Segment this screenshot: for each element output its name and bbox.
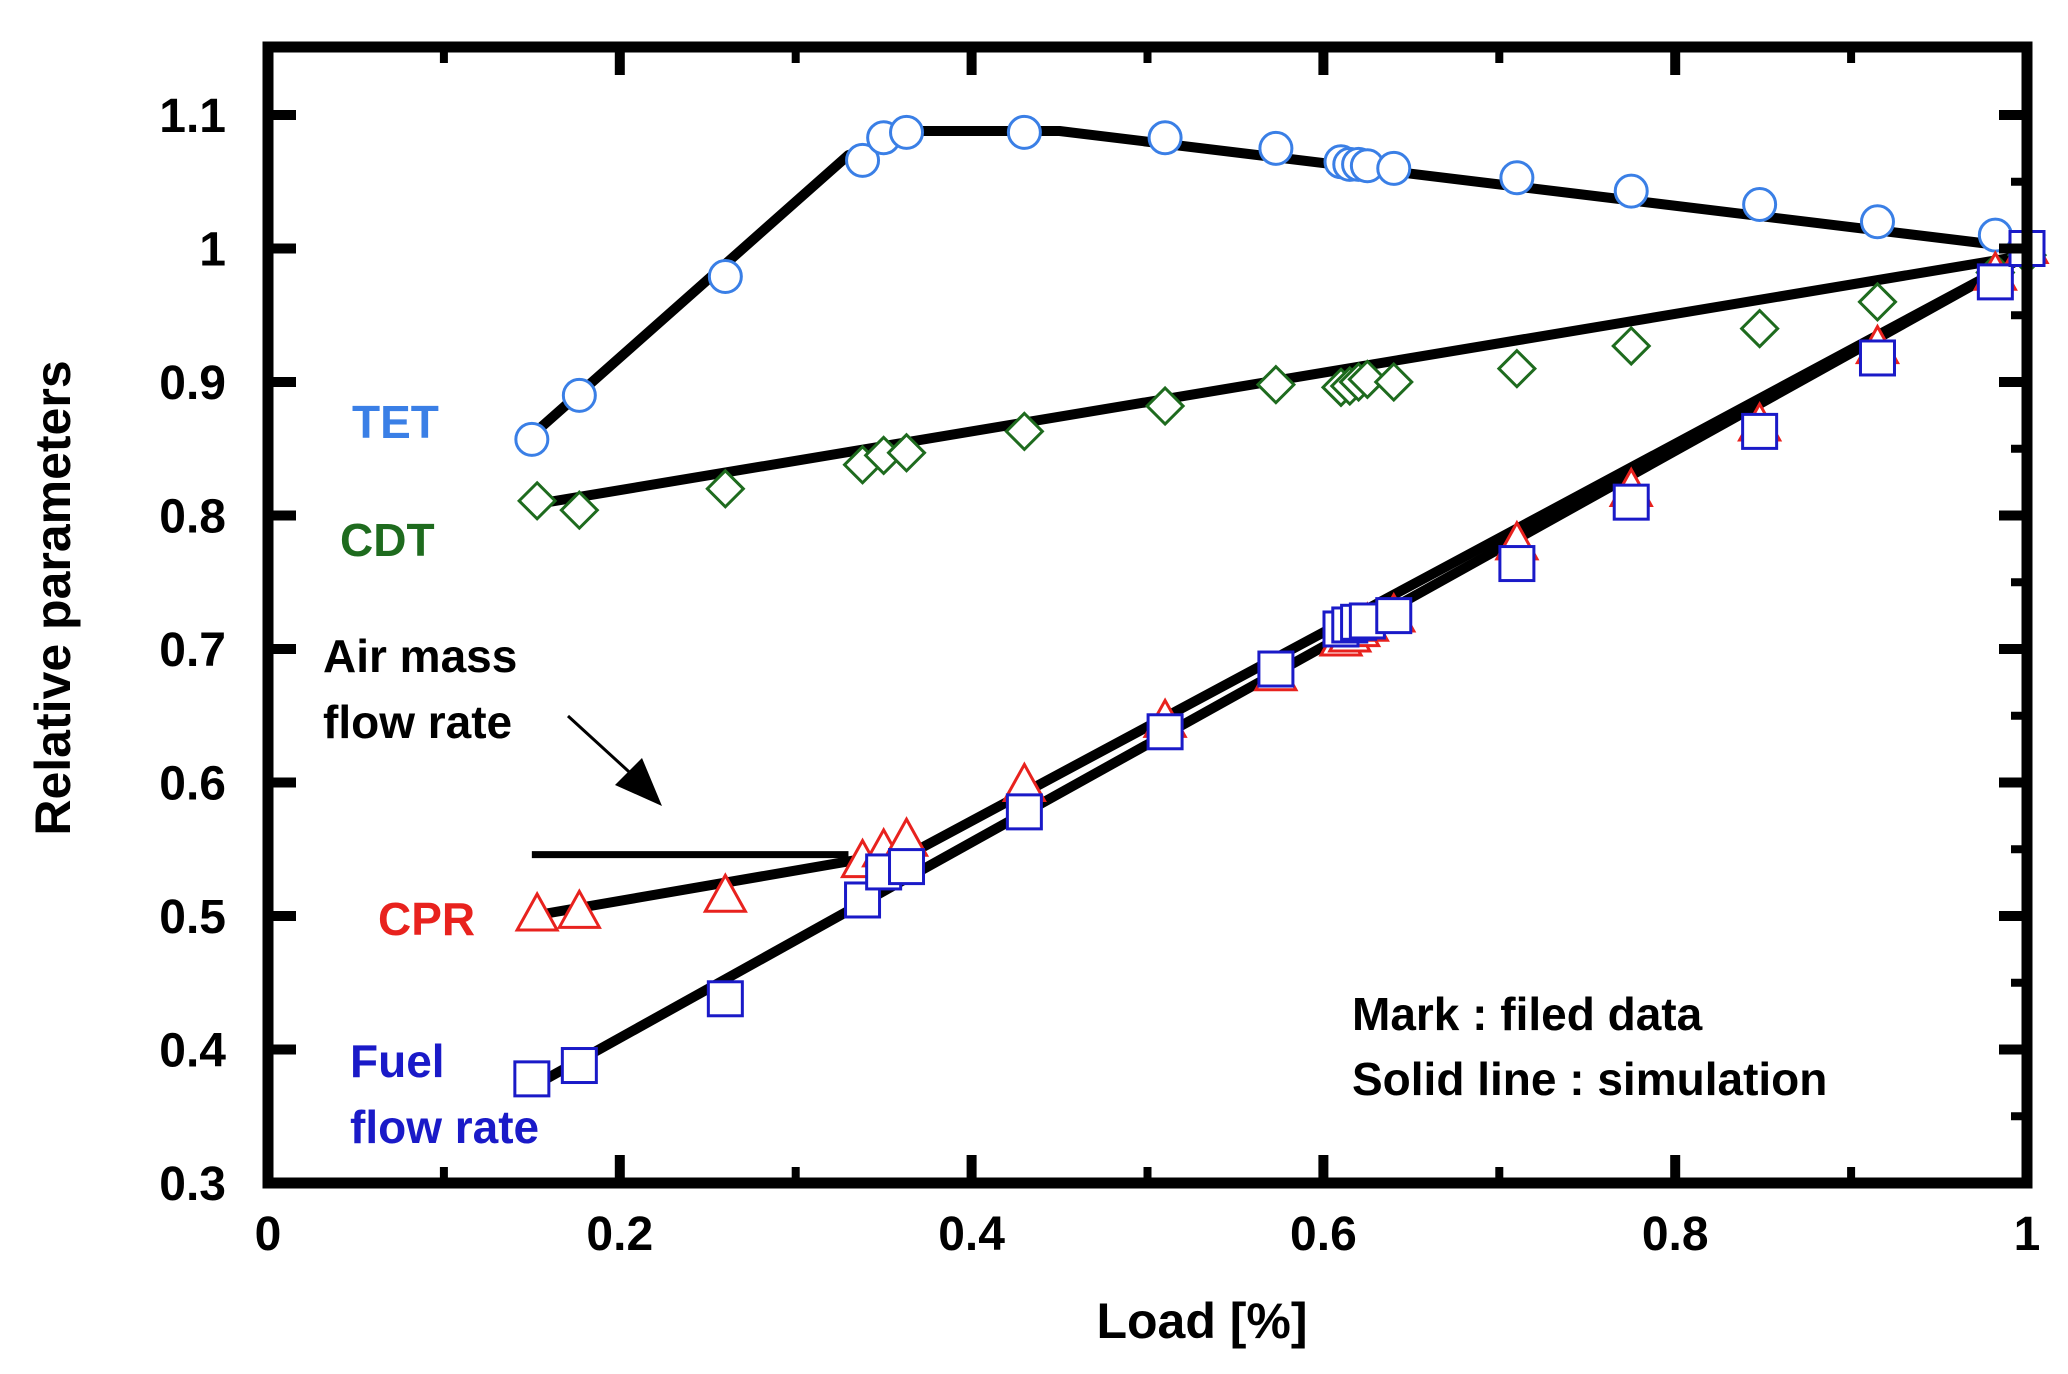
cdt-marker xyxy=(1373,361,1414,403)
fuel-flow-rate-marker xyxy=(1005,793,1043,831)
cpr-marker xyxy=(514,890,560,932)
fuel-flow-rate-marker xyxy=(1976,263,2014,301)
air-mass-flow-arrow xyxy=(566,714,662,806)
tet-marker xyxy=(514,421,550,457)
y-axis-title: Relative parameters xyxy=(25,360,81,835)
cdt-marker xyxy=(1857,281,1898,323)
cdt-label: CDT xyxy=(340,514,435,566)
legend-note-line1: Mark : filed data xyxy=(1352,988,1703,1040)
cdt-marker xyxy=(1611,325,1652,367)
simulation-lines xyxy=(528,126,2030,1092)
tet-marker xyxy=(561,377,597,413)
cdt-marker xyxy=(1004,411,1045,452)
tet-marker xyxy=(845,142,881,178)
y-tick-label: 0.9 xyxy=(159,357,226,410)
x-axis-title: Load [%] xyxy=(1096,1293,1307,1349)
x-tick-label: 0.8 xyxy=(1642,1208,1709,1261)
fuel-flow-rate-marker xyxy=(1146,713,1184,751)
fuel-flow-label-line2: flow rate xyxy=(350,1101,539,1153)
cdt-marker xyxy=(886,432,927,473)
cdt-marker xyxy=(517,480,558,521)
y-tick-label: 0.3 xyxy=(159,1158,226,1211)
cdt-marker xyxy=(559,490,600,531)
air-mass-flow-label-line1: Air mass xyxy=(323,630,517,682)
x-tick-label: 0.2 xyxy=(586,1208,653,1261)
cdt-marker xyxy=(1496,348,1538,389)
cpr-marker xyxy=(702,872,748,913)
y-tick-label: 0.8 xyxy=(159,491,226,544)
tet-marker xyxy=(707,259,743,295)
tet-marker xyxy=(1742,186,1778,222)
x-tick-label: 0 xyxy=(255,1208,282,1261)
fuel-flow-label-line1: Fuel xyxy=(350,1035,445,1087)
y-tick-label: 0.6 xyxy=(159,758,226,811)
tet-label: TET xyxy=(352,396,439,448)
fuel-flow-rate-marker xyxy=(1858,339,1896,377)
cdt-marker xyxy=(1144,385,1186,427)
fuel-flow-rate-marker xyxy=(1612,483,1650,521)
tet-marker xyxy=(1499,160,1535,196)
fuel-flow-rate-marker xyxy=(888,848,926,886)
axis-tick-labels: 0.3 0.4 0.5 0.6 0.7 0.8 0.9 1 1.1 0 0.2 0.4 0.6 0.8 1 xyxy=(159,90,2040,1261)
tet-marker xyxy=(1859,204,1895,240)
field-data-markers xyxy=(513,114,2050,1098)
cpr-marker xyxy=(556,888,602,929)
y-tick-label: 0.7 xyxy=(159,624,226,677)
axis-ticks xyxy=(263,47,2032,1188)
fuel-flow-rate-marker xyxy=(1498,545,1536,583)
air-mass-flow-label-line2: flow rate xyxy=(323,696,512,748)
cdt-marker xyxy=(1347,359,1388,400)
fuel-flow-rate-marker xyxy=(1375,597,1413,635)
fuel-flow-rate-marker xyxy=(1257,650,1295,688)
y-tick-label: 1 xyxy=(199,224,226,277)
tet-marker xyxy=(1376,150,1412,186)
x-tick-label: 0.6 xyxy=(1290,1208,1357,1261)
tet-marker xyxy=(1613,173,1649,209)
cdt-marker xyxy=(1739,308,1780,349)
y-tick-label: 0.4 xyxy=(159,1025,226,1078)
cpr-label: CPR xyxy=(378,893,475,945)
fuel-flow-rate-marker xyxy=(560,1047,598,1085)
y-tick-label: 0.5 xyxy=(159,891,226,944)
sim-line-cpr xyxy=(531,250,2030,921)
cdt-marker xyxy=(1255,364,1297,405)
legend-note-line2: Solid line : simulation xyxy=(1352,1053,1827,1105)
fuel-flow-rate-marker xyxy=(1741,412,1779,450)
x-tick-label: 1 xyxy=(2014,1208,2041,1261)
tet-marker xyxy=(1258,130,1294,166)
fuel-flow-rate-marker xyxy=(513,1060,551,1098)
cdt-marker xyxy=(705,468,746,509)
y-tick-label: 1.1 xyxy=(159,90,226,143)
tet-marker xyxy=(1147,120,1183,156)
x-tick-label: 0.4 xyxy=(938,1208,1005,1261)
tet-marker xyxy=(889,114,925,150)
tet-marker xyxy=(1006,114,1042,150)
fuel-flow-rate-marker xyxy=(706,980,744,1018)
